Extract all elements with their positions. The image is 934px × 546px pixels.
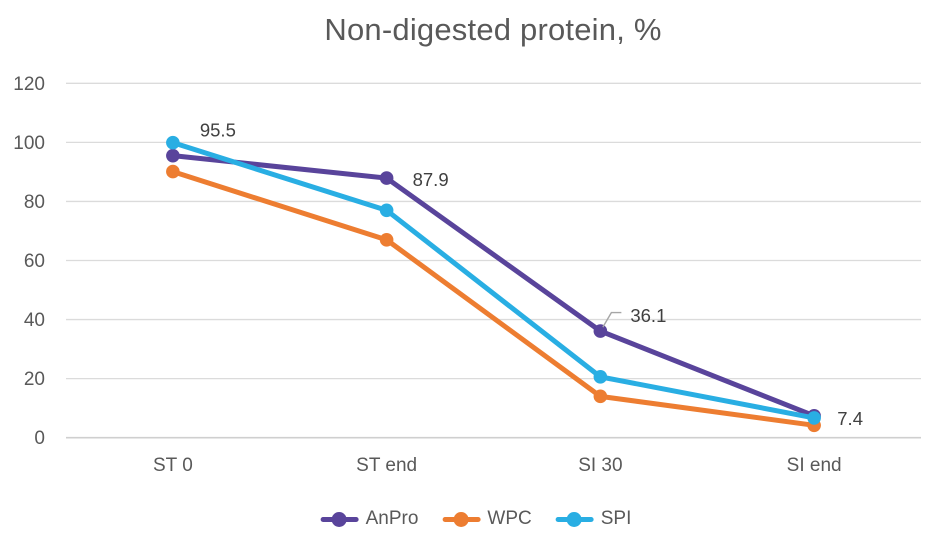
- series-marker-anpro: [593, 324, 608, 338]
- y-tick-label: 80: [24, 192, 45, 213]
- series-line-wpc: [170, 169, 817, 428]
- legend-item-spi: SPI: [555, 508, 632, 530]
- spi-legend-label: SPI: [600, 508, 632, 529]
- legend-item-wpc: WPC: [442, 508, 532, 530]
- series-marker-spi: [807, 411, 821, 425]
- y-tick-label: 100: [13, 133, 45, 154]
- y-tick-label: 0: [34, 428, 45, 449]
- y-tick-label: 40: [24, 310, 45, 331]
- x-category-label: ST 0: [153, 455, 193, 476]
- data-label: 87.9: [413, 169, 449, 190]
- data-label: 36.1: [630, 305, 666, 326]
- data-label-leader-line: [602, 311, 622, 328]
- series-marker-wpc: [593, 389, 608, 404]
- spi-legend-marker: [555, 511, 594, 527]
- series-marker-anpro: [379, 171, 394, 185]
- y-tick-label: 120: [13, 74, 45, 95]
- chart-title: Non-digested protein, %: [324, 12, 662, 47]
- x-category-label: SI end: [787, 455, 842, 476]
- anpro-legend-marker: [320, 511, 359, 527]
- anpro-legend-label: AnPro: [365, 508, 419, 529]
- legend-item-anpro: AnPro: [320, 508, 419, 530]
- series-marker-anpro: [166, 148, 180, 163]
- data-label: 7.4: [837, 408, 863, 429]
- series-line-anpro: [170, 153, 817, 419]
- series-marker-wpc: [379, 233, 394, 247]
- series-marker-wpc: [166, 164, 180, 179]
- series-line-spi: [170, 140, 817, 421]
- wpc-legend-marker: [442, 511, 481, 527]
- chart-legend: AnPro WPC SPI: [320, 508, 632, 530]
- data-label: 95.5: [200, 120, 236, 141]
- y-tick-label: 60: [24, 251, 45, 272]
- series-marker-spi: [379, 203, 394, 218]
- x-category-label: ST end: [356, 455, 417, 476]
- series-marker-spi: [593, 370, 608, 384]
- series-marker-spi: [166, 135, 180, 150]
- x-category-label: SI 30: [578, 455, 622, 476]
- y-tick-label: 20: [24, 369, 45, 390]
- wpc-legend-label: WPC: [487, 508, 532, 529]
